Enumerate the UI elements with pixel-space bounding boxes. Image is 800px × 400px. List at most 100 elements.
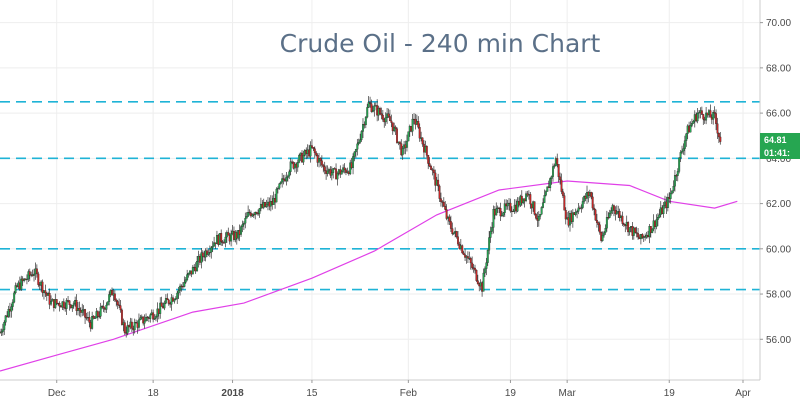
candle-body [398,141,401,144]
candle-body [557,164,560,178]
time-tick-label: Apr [735,388,751,399]
candle-body [457,236,459,245]
candle-body [126,325,129,334]
candle-body [442,201,445,207]
candle-body [417,121,420,128]
candle-body [55,299,58,304]
candle-body [211,245,214,248]
candle-body [179,285,182,291]
candle-body [289,161,292,172]
candle-body [88,317,91,323]
candle-body [296,162,299,168]
candle-body [690,123,693,126]
candle-body [10,306,13,312]
last-price-label: 64.81 [764,135,787,145]
candle-body [356,143,359,150]
candle-body [581,201,584,208]
candle-body [604,228,607,233]
candle-body [81,309,84,313]
candle-body [213,242,216,247]
candle-body [500,215,503,217]
candle-body [105,304,108,310]
candle-body [298,155,301,163]
candle-body [715,113,717,124]
time-tick-label: Dec [48,388,66,399]
candle-body [672,186,675,191]
candle-body [692,121,695,124]
candle-body [469,258,472,264]
candle-body [405,140,408,148]
candle-body [255,212,258,214]
candle-body [461,245,464,254]
candle-body [380,113,383,116]
candle-body [315,152,318,156]
time-axis[interactable]: Dec 18 2018 15 Feb 19 Mar 19 Apr [48,380,752,399]
candle-body [618,211,621,218]
candle-body [201,252,204,257]
candle-body [99,306,102,317]
candle-body [220,233,223,242]
candle-body [364,116,367,126]
candle-body [245,216,248,219]
candle-body [476,280,479,284]
candle-body [275,188,278,203]
candle-body [240,226,242,235]
candle-body [313,148,316,154]
candle-body [94,317,96,319]
candle-body [309,145,312,157]
candle-body [713,112,716,114]
candle-body [482,272,485,292]
candle-body [72,303,75,306]
countdown-badge-bg [760,146,800,159]
candle-body [655,219,658,227]
candle-body [563,195,566,211]
candle-body [143,320,146,324]
candle-body [449,221,452,229]
candle-body [41,281,44,293]
candle-body [191,266,194,275]
candle-body [242,223,245,225]
candle-body [248,212,251,214]
candle-body [113,293,116,301]
candle-body [98,316,101,318]
candle-body [142,316,145,324]
candle-body [700,110,703,115]
candle-body [123,322,126,333]
candle-body [610,210,613,214]
candle-body [163,302,166,309]
candle-body [370,103,373,112]
candle-body [352,156,355,168]
candle-body [116,301,119,306]
candle-body [516,200,519,212]
candle-body [310,145,313,148]
candle-body [509,202,512,212]
time-tick-label: 19 [505,388,517,399]
candle-body [343,167,346,170]
candle-body [133,322,136,331]
candle-body [149,314,152,319]
candle-body [1,329,4,332]
candle-body [265,204,268,207]
candle-body [483,268,486,274]
candle-body [388,116,391,122]
candle-body [108,294,111,302]
candle-body [597,222,600,225]
candle-body [244,218,247,224]
price-axis[interactable]: 56.00 58.00 60.00 62.00 64.00 66.00 68.00 70.00 [760,18,791,346]
candle-body [658,214,661,218]
candle-body [716,123,719,134]
candle-body [7,309,10,317]
candle-body [709,110,712,118]
last-price-badge-bg [760,133,800,146]
candle-body [146,316,149,319]
candle-body [75,300,78,311]
candle-body [210,247,213,253]
candle-body [390,120,393,123]
candle-body [173,299,176,302]
candle-body [349,162,352,175]
candle-body [533,201,536,215]
candle-body [455,231,458,237]
price-tick-label: 64.00 [766,154,791,165]
candle-body [167,299,170,304]
